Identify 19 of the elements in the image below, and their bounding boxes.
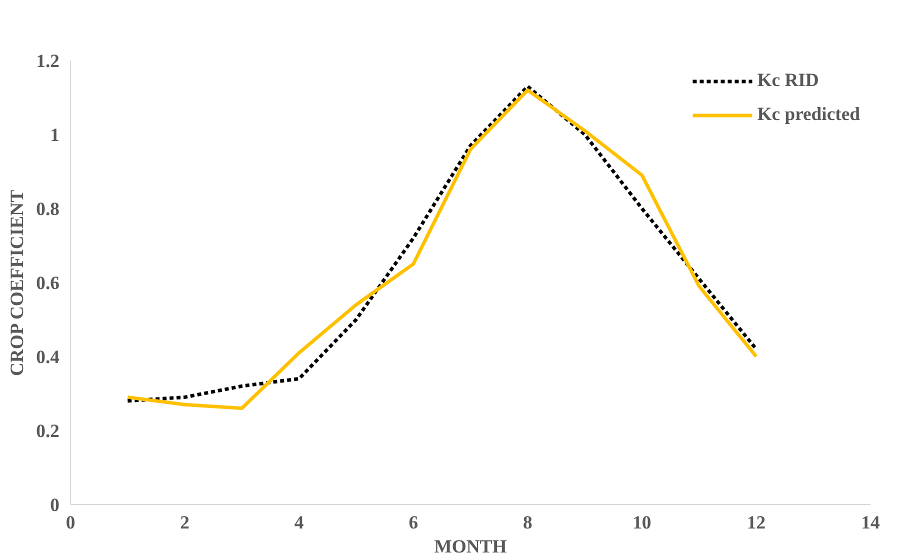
y-tick-label: 0.4 [36,347,60,368]
y-tick-label: 0.8 [36,199,60,220]
y-tick-label: 1.2 [36,51,60,72]
y-tick-label: 0.2 [36,421,60,442]
x-tick-label: 2 [180,512,190,534]
y-tick-label: 1 [50,125,60,146]
legend-label: Kc predicted [757,104,860,126]
x-tick-label: 4 [294,512,304,534]
y-axis-title: CROP COEFFICIENT [7,189,28,376]
x-tick-label: 6 [408,512,418,534]
legend-label: Kc RID [757,70,819,92]
x-tick-label: 12 [746,512,766,534]
x-tick-label: 8 [522,512,532,534]
x-axis-title: MONTH [434,536,508,558]
x-tick-label: 10 [632,512,652,534]
y-tick-label: 0.6 [36,273,60,294]
x-tick-label: 14 [861,512,880,534]
y-tick-label: 0 [50,495,60,516]
x-tick-label: 0 [66,512,76,534]
